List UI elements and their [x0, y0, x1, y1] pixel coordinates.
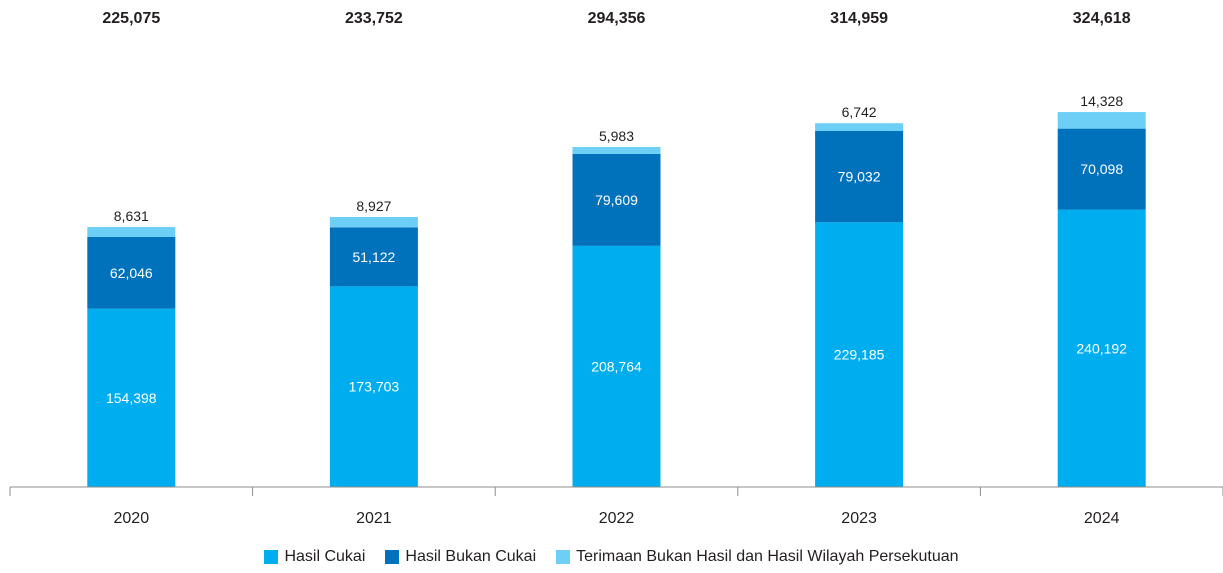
data-label-2021-series-3: 8,927: [356, 198, 391, 214]
data-label-2024-series-1: 240,192: [1076, 340, 1127, 356]
legend-swatch-hasil-bukan-cukai: [385, 550, 400, 564]
bar-segment-2020-series-2: [87, 237, 176, 309]
data-label-2021-series-1: 173,703: [349, 379, 400, 395]
bar-segment-2022-series-3: [572, 147, 661, 154]
legend-item-terimaan-bukan-hasil: Terimaan Bukan Hasil dan Hasil Wilayah P…: [556, 548, 959, 566]
data-label-2022-series-3: 5,983: [599, 128, 634, 144]
legend-swatch-terimaan-bukan-hasil: [556, 550, 571, 564]
x-tick-label-2023: 2023: [841, 510, 877, 527]
bar-segment-2020-series-3: [87, 227, 176, 238]
stacked-bar-chart: 154,398 62,046 8,631 225,075 2020 173,703 51,1…: [9, 10, 1223, 527]
data-label-2023-series-1: 229,185: [834, 347, 885, 363]
legend-label-hasil-bukan-cukai: Hasil Bukan Cukai: [405, 548, 537, 565]
data-label-2022-series-1: 208,764: [591, 358, 642, 374]
data-label-2020-series-1: 154,398: [106, 390, 157, 406]
legend-item-hasil-bukan-cukai: Hasil Bukan Cukai: [385, 548, 536, 566]
total-label-2021: 233,752: [345, 10, 403, 27]
data-label-2023-series-2: 79,032: [838, 169, 881, 185]
legend-swatch-hasil-cukai: [264, 550, 279, 564]
bar-segment-2022-series-2: [572, 153, 661, 246]
total-label-2020: 225,075: [102, 10, 160, 27]
x-tick-label-2022: 2022: [599, 510, 635, 527]
data-label-2020-series-3: 8,631: [114, 208, 149, 224]
data-label-2023-series-3: 6,742: [842, 104, 877, 120]
legend-item-hasil-cukai: Hasil Cukai: [264, 548, 365, 566]
data-label-2021-series-2: 51,122: [352, 249, 395, 265]
x-tick-label-2021: 2021: [356, 510, 392, 527]
bar-segment-2023-series-1: [815, 222, 904, 487]
bar-segment-2021-series-1: [329, 286, 418, 487]
data-label-2024-series-2: 70,098: [1080, 161, 1123, 177]
x-tick-label-2020: 2020: [114, 510, 150, 527]
bar-segment-2024-series-3: [1057, 112, 1146, 129]
total-label-2023: 314,959: [830, 10, 888, 27]
data-label-2020-series-2: 62,046: [110, 265, 153, 281]
data-label-2024-series-3: 14,328: [1080, 93, 1123, 109]
bar-segment-2021-series-3: [329, 217, 418, 228]
legend: Hasil Cukai Hasil Bukan Cukai Terimaan B…: [0, 548, 1223, 566]
data-label-2022-series-2: 79,609: [595, 192, 638, 208]
bar-segment-2022-series-1: [572, 245, 661, 487]
legend-label-terimaan-bukan-hasil: Terimaan Bukan Hasil dan Hasil Wilayah P…: [576, 548, 959, 565]
bar-segment-2024-series-2: [1057, 128, 1146, 210]
bar-segment-2020-series-1: [87, 308, 176, 487]
x-tick-label-2024: 2024: [1084, 510, 1120, 527]
total-label-2024: 324,618: [1073, 10, 1131, 27]
bar-segment-2024-series-1: [1057, 209, 1146, 487]
bar-segment-2023-series-3: [815, 123, 904, 132]
bar-segment-2021-series-2: [329, 227, 418, 287]
legend-label-hasil-cukai: Hasil Cukai: [284, 548, 366, 565]
bar-segment-2023-series-2: [815, 131, 904, 223]
total-label-2022: 294,356: [588, 10, 646, 27]
